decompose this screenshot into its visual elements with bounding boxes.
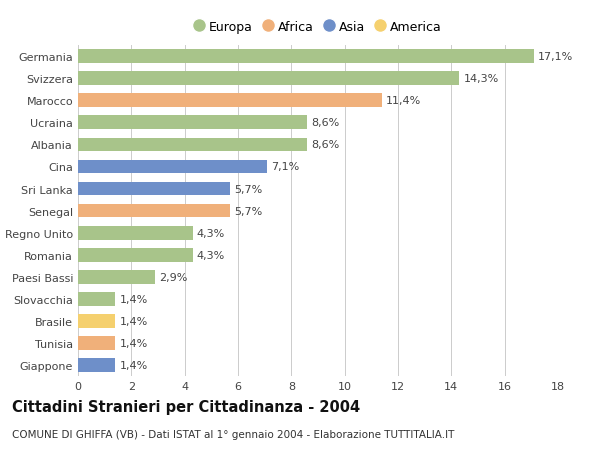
Bar	[78, 226, 193, 240]
Text: 1,4%: 1,4%	[119, 338, 148, 348]
Text: 5,7%: 5,7%	[234, 206, 262, 216]
Bar	[78, 270, 155, 284]
Bar	[78, 138, 307, 152]
Text: Cittadini Stranieri per Cittadinanza - 2004: Cittadini Stranieri per Cittadinanza - 2…	[12, 399, 360, 414]
Text: 4,3%: 4,3%	[197, 228, 225, 238]
Text: 1,4%: 1,4%	[119, 294, 148, 304]
Bar	[78, 50, 534, 64]
Bar	[78, 314, 115, 328]
Bar	[78, 248, 193, 262]
Bar	[78, 292, 115, 306]
Text: 14,3%: 14,3%	[463, 74, 499, 84]
Text: 1,4%: 1,4%	[119, 360, 148, 370]
Bar	[78, 336, 115, 350]
Legend: Europa, Africa, Asia, America: Europa, Africa, Asia, America	[191, 18, 445, 36]
Text: 1,4%: 1,4%	[119, 316, 148, 326]
Bar	[78, 94, 382, 108]
Text: 8,6%: 8,6%	[311, 140, 340, 150]
Text: 7,1%: 7,1%	[271, 162, 299, 172]
Bar	[78, 358, 115, 372]
Text: 17,1%: 17,1%	[538, 52, 573, 62]
Text: COMUNE DI GHIFFA (VB) - Dati ISTAT al 1° gennaio 2004 - Elaborazione TUTTITALIA.: COMUNE DI GHIFFA (VB) - Dati ISTAT al 1°…	[12, 429, 454, 439]
Text: 2,9%: 2,9%	[160, 272, 188, 282]
Text: 5,7%: 5,7%	[234, 184, 262, 194]
Bar	[78, 182, 230, 196]
Text: 11,4%: 11,4%	[386, 96, 421, 106]
Bar	[78, 116, 307, 130]
Text: 8,6%: 8,6%	[311, 118, 340, 128]
Bar	[78, 204, 230, 218]
Bar	[78, 72, 460, 86]
Bar	[78, 160, 268, 174]
Text: 4,3%: 4,3%	[197, 250, 225, 260]
